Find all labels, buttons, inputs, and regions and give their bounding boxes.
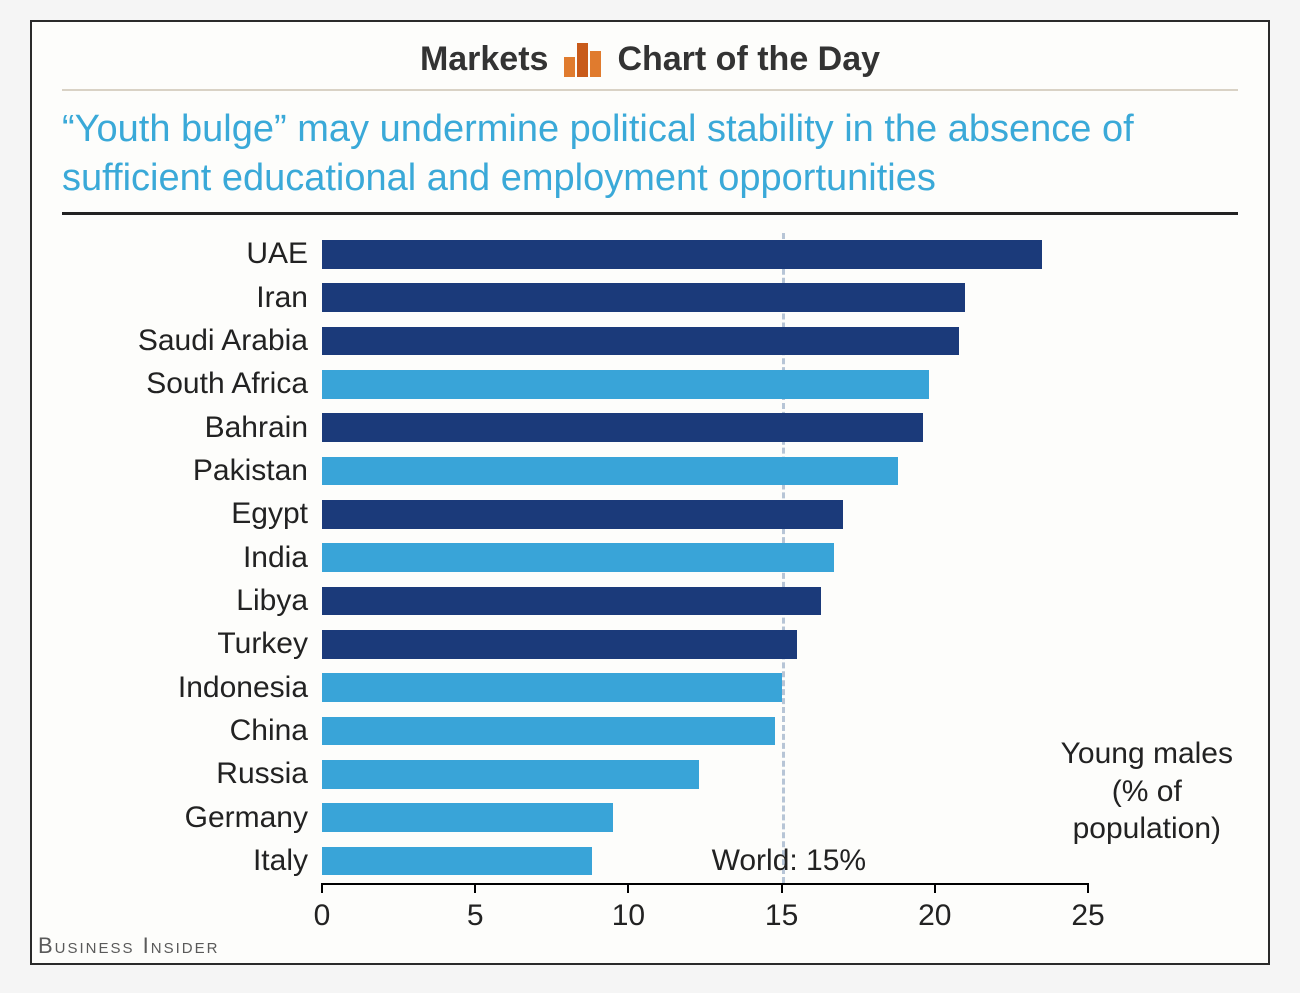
chart-title: “Youth bulge” may undermine political st… [32, 91, 1268, 212]
bar-label: UAE [62, 237, 322, 271]
bar-label: Bahrain [62, 411, 322, 445]
bar [322, 543, 834, 572]
x-tick-mark [781, 883, 783, 893]
bar [322, 283, 965, 312]
bar-label: Libya [62, 584, 322, 618]
bar [322, 847, 592, 876]
chart-card: Markets Chart of the Day “Youth bulge” m… [30, 20, 1270, 965]
bar-row: UAE [322, 240, 1088, 269]
axis-annotation: Young males(% ofpopulation) [1061, 735, 1233, 848]
x-tick-label: 5 [467, 899, 484, 933]
bar [322, 760, 699, 789]
bar-label: Italy [62, 844, 322, 878]
bar-label: Egypt [62, 497, 322, 531]
bar [322, 673, 782, 702]
bar-row: Iran [322, 283, 1088, 312]
bar-row: Turkey [322, 630, 1088, 659]
bar-row: South Africa [322, 370, 1088, 399]
bar-row: Germany [322, 803, 1088, 832]
bar-row: China [322, 717, 1088, 746]
bar-label: Germany [62, 801, 322, 835]
x-tick-label: 0 [314, 899, 331, 933]
bar-label: South Africa [62, 367, 322, 401]
bar-label: India [62, 541, 322, 575]
bar-label: Russia [62, 757, 322, 791]
x-tick-label: 15 [765, 899, 798, 933]
header-left-label: Markets [420, 40, 549, 79]
bar-chart-icon [564, 43, 601, 77]
bar-row: Pakistan [322, 457, 1088, 486]
bar [322, 370, 929, 399]
bar [322, 240, 1042, 269]
header-right-label: Chart of the Day [617, 40, 880, 79]
bar-label: Pakistan [62, 454, 322, 488]
bar [322, 413, 923, 442]
footer-brand: Business Insider [38, 933, 219, 959]
x-tick-label: 10 [612, 899, 645, 933]
bar-row: Libya [322, 587, 1088, 616]
x-axis-line [322, 883, 1088, 885]
x-tick-mark [474, 883, 476, 893]
bar-label: Saudi Arabia [62, 324, 322, 358]
bar-row: Egypt [322, 500, 1088, 529]
bar-label: Indonesia [62, 671, 322, 705]
card-header: Markets Chart of the Day [62, 22, 1238, 91]
bar-row: Bahrain [322, 413, 1088, 442]
bar [322, 500, 843, 529]
bar-label: Iran [62, 281, 322, 315]
title-divider [62, 212, 1238, 215]
bar [322, 803, 613, 832]
bar-row: Russia [322, 760, 1088, 789]
bar-row: Italy [322, 847, 1088, 876]
x-tick-label: 25 [1071, 899, 1104, 933]
bar-row: Saudi Arabia [322, 327, 1088, 356]
bar [322, 717, 775, 746]
bar [322, 587, 821, 616]
bar [322, 457, 898, 486]
x-tick-mark [934, 883, 936, 893]
bar [322, 630, 797, 659]
chart-area: UAEIranSaudi ArabiaSouth AfricaBahrainPa… [62, 233, 1238, 953]
bar-row: India [322, 543, 1088, 572]
bar [322, 327, 959, 356]
bar-label: China [62, 714, 322, 748]
x-tick-mark [1087, 883, 1089, 893]
x-tick-label: 20 [918, 899, 951, 933]
x-tick-mark [627, 883, 629, 893]
bar-row: Indonesia [322, 673, 1088, 702]
plot-region: UAE Iran Saudi Arabia South Africa Bahrain Pa… [322, 233, 1088, 883]
x-tick-mark [321, 883, 323, 893]
bar-label: Turkey [62, 627, 322, 661]
reference-line-label: World: 15% [712, 844, 867, 878]
